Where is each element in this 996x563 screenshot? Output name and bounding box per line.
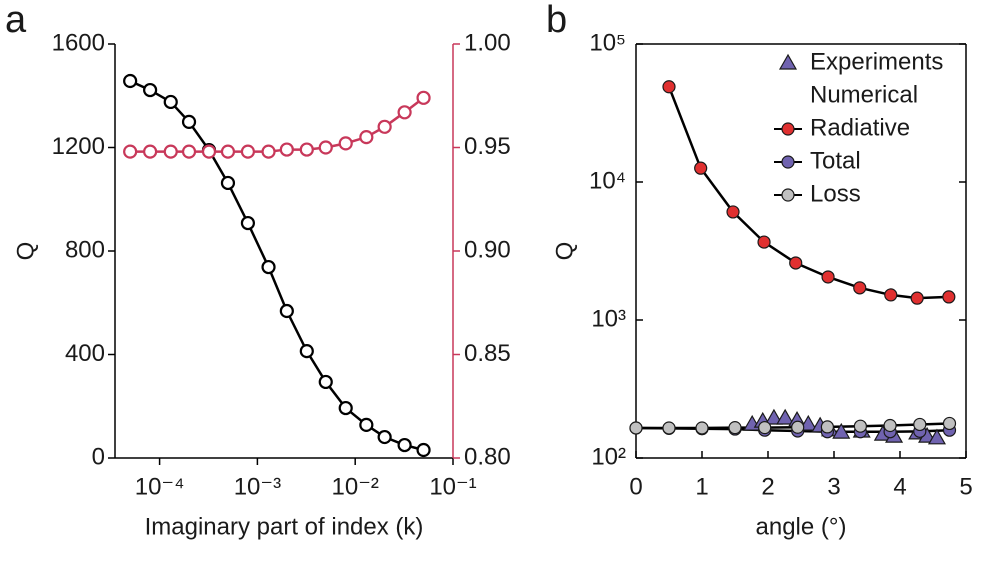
data-point (299, 142, 314, 157)
y-axis-label: Q (551, 242, 578, 261)
data-point (377, 429, 392, 445)
y2-tick-label: 0.80 (464, 443, 511, 470)
x-axis-label: angle (°) (756, 513, 847, 540)
data-point (279, 142, 294, 157)
legend-marker (781, 122, 795, 136)
data-point (821, 270, 835, 284)
data-point (942, 416, 957, 431)
data-point (942, 290, 956, 304)
y2-tick-label: 1.00 (464, 29, 511, 56)
panel-label: b (546, 0, 567, 41)
data-point (416, 442, 431, 458)
series-line (130, 96, 425, 153)
legend-label: Loss (810, 180, 861, 207)
data-point (397, 105, 412, 120)
y2-tick-label: 0.95 (464, 133, 511, 160)
x-tick-label: 10⁻¹ (429, 473, 476, 500)
data-point (201, 144, 217, 159)
data-point (359, 417, 374, 432)
legend-marker (778, 53, 798, 70)
data-point (299, 344, 314, 359)
data-point (927, 428, 946, 445)
data-point (318, 374, 333, 390)
data-point (694, 161, 708, 175)
data-point (240, 144, 256, 159)
y-tick-label: 10³ (591, 305, 626, 332)
legend-label: Experiments (810, 48, 943, 75)
x-tick-label: 10⁻² (332, 473, 379, 500)
data-point (629, 421, 643, 435)
y-tick-label: 0 (92, 443, 105, 470)
data-point (757, 235, 771, 249)
data-point (853, 281, 867, 295)
y2-tick-label: 0.85 (464, 340, 511, 367)
data-point (123, 73, 138, 89)
y-tick-label: 10⁴ (589, 167, 626, 194)
data-point (728, 421, 742, 435)
data-point (662, 80, 676, 94)
data-point (397, 437, 412, 453)
data-point (181, 144, 197, 159)
data-point (416, 90, 431, 105)
y-axis-label: Q (12, 242, 39, 261)
data-point (143, 144, 158, 159)
panel-label: a (5, 0, 27, 41)
legend-label: Radiative (810, 114, 910, 141)
x-tick-label: 3 (827, 473, 840, 500)
data-point (776, 408, 795, 425)
x-tick-label: 2 (761, 473, 774, 500)
data-point (181, 114, 197, 129)
data-point (220, 144, 236, 159)
y-tick-label: 1200 (52, 133, 105, 160)
data-point (163, 144, 178, 159)
y-tick-label: 10² (591, 443, 626, 470)
series-line (667, 86, 949, 300)
x-tick-label: 0 (629, 473, 642, 500)
data-point (791, 420, 805, 434)
legend-label: Total (810, 147, 861, 174)
data-point (318, 140, 333, 155)
data-point (883, 418, 897, 433)
data-point (789, 256, 803, 270)
data-point (662, 421, 676, 435)
x-tick-label: 10⁻³ (234, 473, 281, 500)
data-point (758, 421, 772, 435)
data-point (240, 215, 256, 231)
data-point (220, 175, 236, 191)
legend-subtitle: Numerical (810, 81, 918, 108)
data-point (163, 94, 178, 110)
y2-tick-label: 0.90 (464, 236, 511, 263)
data-point (884, 288, 898, 302)
data-point (695, 421, 709, 435)
x-tick-label: 10⁻⁴ (135, 473, 185, 500)
data-point (261, 259, 276, 275)
x-tick-label: 4 (893, 473, 906, 500)
data-point (338, 400, 353, 416)
y-tick-label: 800 (65, 236, 105, 263)
data-point (764, 408, 783, 425)
data-point (143, 82, 158, 98)
x-tick-label: 1 (695, 473, 708, 500)
x-tick-label: 5 (959, 473, 972, 500)
x-axis-label: Imaginary part of index (k) (145, 513, 424, 540)
legend-marker (781, 188, 795, 202)
data-point (338, 136, 353, 151)
data-point (279, 303, 294, 319)
data-point (820, 420, 835, 434)
legend-marker (781, 155, 795, 169)
data-point (853, 419, 868, 433)
y-tick-label: 10⁵ (589, 29, 626, 56)
data-point (910, 291, 924, 305)
y-tick-label: 400 (65, 340, 105, 367)
data-point (832, 422, 851, 439)
data-point (377, 119, 392, 134)
data-point (726, 205, 740, 219)
data-point (123, 144, 138, 159)
data-point (913, 417, 927, 432)
data-point (261, 144, 276, 159)
series-line (129, 79, 424, 452)
y-tick-label: 1600 (52, 29, 105, 56)
data-point (359, 130, 374, 145)
